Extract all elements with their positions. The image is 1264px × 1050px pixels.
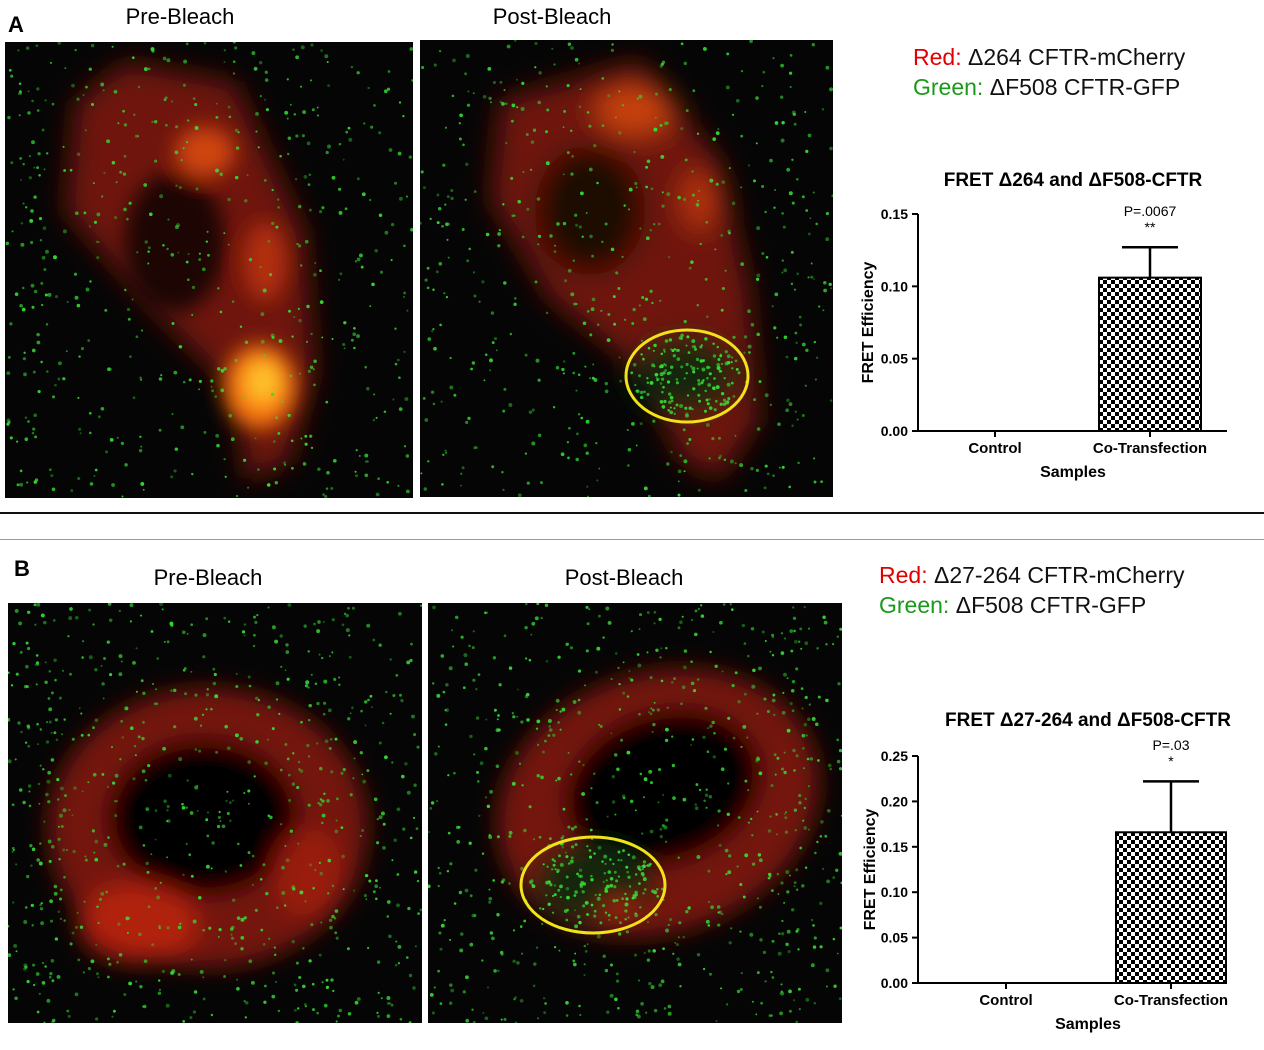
panel-b-legend-green: Green: ΔF508 CFTR-GFP [879, 592, 1146, 619]
y-tick-label: 0.15 [881, 206, 908, 222]
x-axis-label: Samples [1040, 464, 1106, 481]
y-tick-label: 0.25 [881, 748, 908, 764]
legend-red-key: Red: [913, 44, 962, 70]
legend-red-value: Δ264 CFTR-mCherry [961, 44, 1186, 70]
y-tick-label: 0.05 [881, 930, 908, 946]
y-tick-label: 0.00 [881, 975, 908, 991]
y-tick-label: 0.00 [881, 423, 908, 439]
y-tick-label: 0.15 [881, 839, 908, 855]
y-tick-label: 0.20 [881, 793, 908, 809]
x-tick-label: Control [979, 992, 1032, 1009]
x-tick-label: Control [968, 440, 1021, 457]
x-axis-label: Samples [1055, 1016, 1121, 1033]
chart-a-svg: FRET Δ264 and ΔF508-CFTR 0.00 0.05 0.10 0.15… [860, 170, 1227, 481]
panel-b-post-bleach-image [428, 603, 842, 1023]
panel-a-pre-bleach-image [5, 42, 413, 498]
panel-a-label: A [8, 12, 24, 37]
bar [1098, 276, 1202, 432]
panel-b-pre-bleach-image [8, 603, 422, 1023]
y-tick-label: 0.10 [881, 278, 908, 294]
panel-b-pre-bleach-title: Pre-Bleach [153, 565, 263, 590]
chart-b-svg: FRET Δ27-264 and ΔF508-CFTR 0.00 0.05 0.10 0… [862, 710, 1231, 1033]
panel-a-legend-red: Red: Δ264 CFTR-mCherry [913, 44, 1185, 71]
panel-a-legend-green: Green: ΔF508 CFTR-GFP [913, 74, 1180, 101]
p-value-annotation: P=.0067 [1124, 203, 1177, 219]
chart-title: FRET Δ264 and ΔF508-CFTR [944, 170, 1203, 191]
chart-b: FRET Δ27-264 and ΔF508-CFTR 0.00 0.05 0.10 0… [855, 700, 1255, 1045]
y-tick-label: 0.05 [881, 351, 908, 367]
panel-a-post-bleach-image [420, 40, 833, 497]
panel-b-post-bleach-title: Post-Bleach [564, 565, 684, 590]
legend-green-value: ΔF508 CFTR-GFP [949, 592, 1147, 618]
significance-stars: * [1168, 753, 1174, 769]
bleach-region-circle [624, 328, 750, 424]
y-axis-label: FRET Efficiency [862, 809, 879, 931]
panel-a-pre-bleach-title: Pre-Bleach [125, 4, 235, 29]
legend-green-value: ΔF508 CFTR-GFP [983, 74, 1181, 100]
legend-red-value: Δ27-264 CFTR-mCherry [927, 562, 1185, 588]
significance-stars: ** [1145, 219, 1156, 235]
legend-green-key: Green: [913, 74, 984, 100]
panel-b-legend-red: Red: Δ27-264 CFTR-mCherry [879, 562, 1185, 589]
panel-divider-secondary [0, 539, 1264, 540]
chart-a: FRET Δ264 and ΔF508-CFTR 0.00 0.05 0.10 0.15… [855, 160, 1255, 490]
y-tick-label: 0.10 [881, 884, 908, 900]
legend-red-key: Red: [879, 562, 928, 588]
panel-a-post-bleach-title: Post-Bleach [492, 4, 612, 29]
p-value-annotation: P=.03 [1153, 737, 1190, 753]
panel-b-label: B [14, 556, 30, 581]
chart-title: FRET Δ27-264 and ΔF508-CFTR [945, 710, 1231, 731]
bleach-region-circle [519, 835, 667, 935]
bar [1115, 831, 1227, 984]
x-tick-label: Co-Transfection [1114, 992, 1228, 1009]
y-axis-label: FRET Efficiency [860, 262, 877, 384]
x-tick-label: Co-Transfection [1093, 440, 1207, 457]
legend-green-key: Green: [879, 592, 950, 618]
panel-divider [0, 512, 1264, 514]
